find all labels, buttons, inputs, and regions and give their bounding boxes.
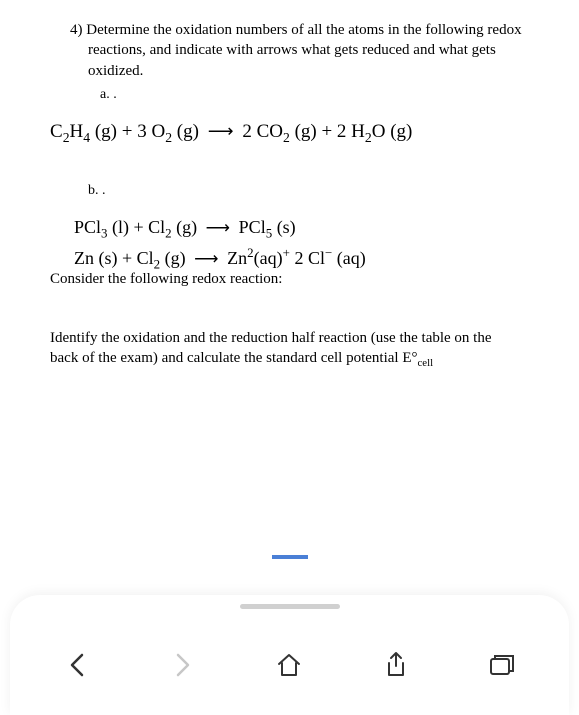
home-icon [275,652,303,678]
question-prompt: 4) Determine the oxidation numbers of al… [70,20,539,81]
progress-indicator [272,555,308,559]
home-button[interactable] [272,648,306,682]
chevron-left-icon [68,651,86,679]
equation-b-line2: Zn (s) + Cl2 (g) ⟶ Zn2(aq)+ 2 Cl− (aq) [74,248,539,269]
forward-button [166,648,200,682]
back-button[interactable] [60,648,94,682]
document-content: 4) Determine the oxidation numbers of al… [0,0,579,368]
equation-b-line1: PCl3 (l) + Cl2 (g) ⟶ PCl5 (s) [74,217,539,238]
question-number: 4) [70,22,83,38]
tabs-button[interactable] [485,648,519,682]
part-a-label: a. . [100,87,539,103]
equation-a: C2H4 (g) + 3 O2 (g) ⟶ 2 CO2 (g) + 2 H2O … [50,121,539,143]
bottom-nav [0,648,579,682]
consider-text: Consider the following redox reaction: [50,271,539,288]
question-text: Determine the oxidation numbers of all t… [86,22,521,79]
part-b-label: b. . [88,183,539,199]
identify-sub: cell [418,357,434,369]
sheet-handle[interactable] [240,604,340,609]
chevron-right-icon [174,651,192,679]
tabs-icon [488,653,516,677]
share-button[interactable] [379,648,413,682]
share-icon [384,651,408,679]
identify-text: Identify the oxidation and the reduction… [50,328,539,369]
